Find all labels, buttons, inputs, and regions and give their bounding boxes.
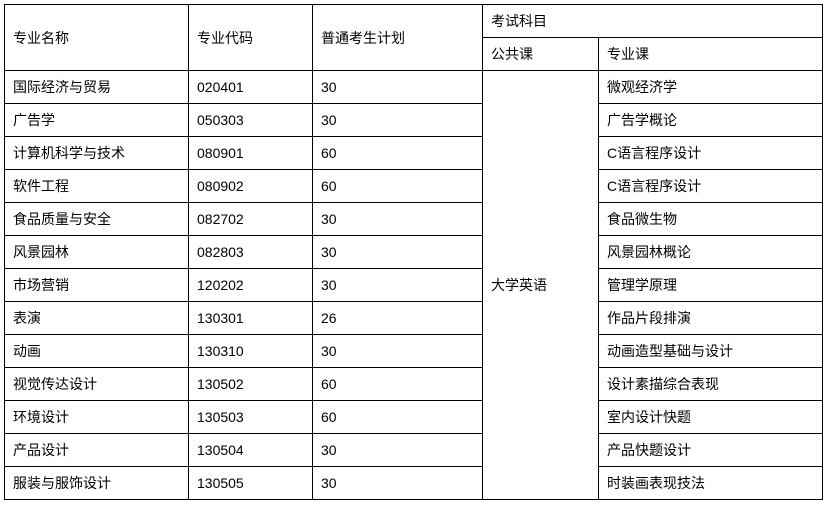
table-row: 动画13031030 动画造型基础与设计 — [5, 335, 823, 368]
cell-pro-course: 动画造型基础与设计 — [599, 335, 823, 368]
table-body: 国际经济与贸易02040130大学英语微观经济学广告学05030330广告学概论… — [5, 71, 823, 500]
cell-major-code: 130505 — [189, 467, 313, 500]
table-row: 市场营销12020230 管理学原理 — [5, 269, 823, 302]
table-row: 产品设计13050430 产品快题设计 — [5, 434, 823, 467]
cell-major-code: 130301 — [189, 302, 313, 335]
cell-major-code: 130502 — [189, 368, 313, 401]
header-public-course: 公共课 — [483, 38, 599, 71]
table-row: 广告学05030330 广告学概论 — [5, 104, 823, 137]
table-row: 食品质量与安全08270230 食品微生物 — [5, 203, 823, 236]
cell-plan: 30 — [313, 236, 483, 269]
header-pro-course: 专业课 — [599, 38, 823, 71]
cell-plan: 30 — [313, 203, 483, 236]
cell-pro-course: 广告学概论 — [599, 104, 823, 137]
header-exam-subjects: 考试科目 — [483, 5, 823, 38]
table-header: 专业名称 专业代码 普通考生计划 考试科目 公共课 专业课 — [5, 5, 823, 71]
cell-pro-course: 作品片段排演 — [599, 302, 823, 335]
cell-pro-course: 风景园林概论 — [599, 236, 823, 269]
cell-pro-course: 产品快题设计 — [599, 434, 823, 467]
cell-major-name: 动画 — [5, 335, 189, 368]
table-row: 国际经济与贸易02040130大学英语微观经济学 — [5, 71, 823, 104]
header-major-name: 专业名称 — [5, 5, 189, 71]
cell-major-name: 食品质量与安全 — [5, 203, 189, 236]
header-plan: 普通考生计划 — [313, 5, 483, 71]
cell-major-name: 环境设计 — [5, 401, 189, 434]
cell-public-course: 大学英语 — [483, 71, 599, 500]
table-row: 计算机科学与技术08090160 C语言程序设计 — [5, 137, 823, 170]
cell-pro-course: 室内设计快题 — [599, 401, 823, 434]
cell-pro-course: 设计素描综合表现 — [599, 368, 823, 401]
cell-major-code: 080901 — [189, 137, 313, 170]
cell-major-name: 风景园林 — [5, 236, 189, 269]
cell-major-code: 082702 — [189, 203, 313, 236]
header-major-code: 专业代码 — [189, 5, 313, 71]
cell-major-code: 020401 — [189, 71, 313, 104]
cell-major-code: 080902 — [189, 170, 313, 203]
cell-major-code: 050303 — [189, 104, 313, 137]
table-row: 风景园林08280330 风景园林概论 — [5, 236, 823, 269]
cell-plan: 26 — [313, 302, 483, 335]
cell-major-name: 服装与服饰设计 — [5, 467, 189, 500]
cell-pro-course: C语言程序设计 — [599, 137, 823, 170]
cell-plan: 60 — [313, 137, 483, 170]
table-row: 表演13030126 作品片段排演 — [5, 302, 823, 335]
cell-plan: 30 — [313, 434, 483, 467]
cell-major-name: 国际经济与贸易 — [5, 71, 189, 104]
cell-plan: 30 — [313, 269, 483, 302]
cell-major-code: 130504 — [189, 434, 313, 467]
cell-pro-course: 时装画表现技法 — [599, 467, 823, 500]
cell-plan: 30 — [313, 104, 483, 137]
cell-major-code: 120202 — [189, 269, 313, 302]
table-row: 软件工程08090260 C语言程序设计 — [5, 170, 823, 203]
cell-pro-course: C语言程序设计 — [599, 170, 823, 203]
cell-major-name: 市场营销 — [5, 269, 189, 302]
header-row-1: 专业名称 专业代码 普通考生计划 考试科目 — [5, 5, 823, 38]
cell-pro-course: 管理学原理 — [599, 269, 823, 302]
cell-major-name: 表演 — [5, 302, 189, 335]
cell-plan: 30 — [313, 467, 483, 500]
cell-major-code: 130503 — [189, 401, 313, 434]
cell-major-name: 产品设计 — [5, 434, 189, 467]
cell-plan: 60 — [313, 401, 483, 434]
cell-major-name: 软件工程 — [5, 170, 189, 203]
cell-plan: 30 — [313, 335, 483, 368]
cell-plan: 60 — [313, 170, 483, 203]
table-row: 视觉传达设计13050260 设计素描综合表现 — [5, 368, 823, 401]
cell-major-name: 广告学 — [5, 104, 189, 137]
cell-plan: 30 — [313, 71, 483, 104]
cell-major-name: 视觉传达设计 — [5, 368, 189, 401]
cell-major-code: 082803 — [189, 236, 313, 269]
cell-major-code: 130310 — [189, 335, 313, 368]
majors-table: 专业名称 专业代码 普通考生计划 考试科目 公共课 专业课 国际经济与贸易020… — [4, 4, 823, 500]
table-row: 环境设计13050360 室内设计快题 — [5, 401, 823, 434]
cell-pro-course: 微观经济学 — [599, 71, 823, 104]
cell-pro-course: 食品微生物 — [599, 203, 823, 236]
cell-major-name: 计算机科学与技术 — [5, 137, 189, 170]
table-row: 服装与服饰设计13050530 时装画表现技法 — [5, 467, 823, 500]
cell-plan: 60 — [313, 368, 483, 401]
